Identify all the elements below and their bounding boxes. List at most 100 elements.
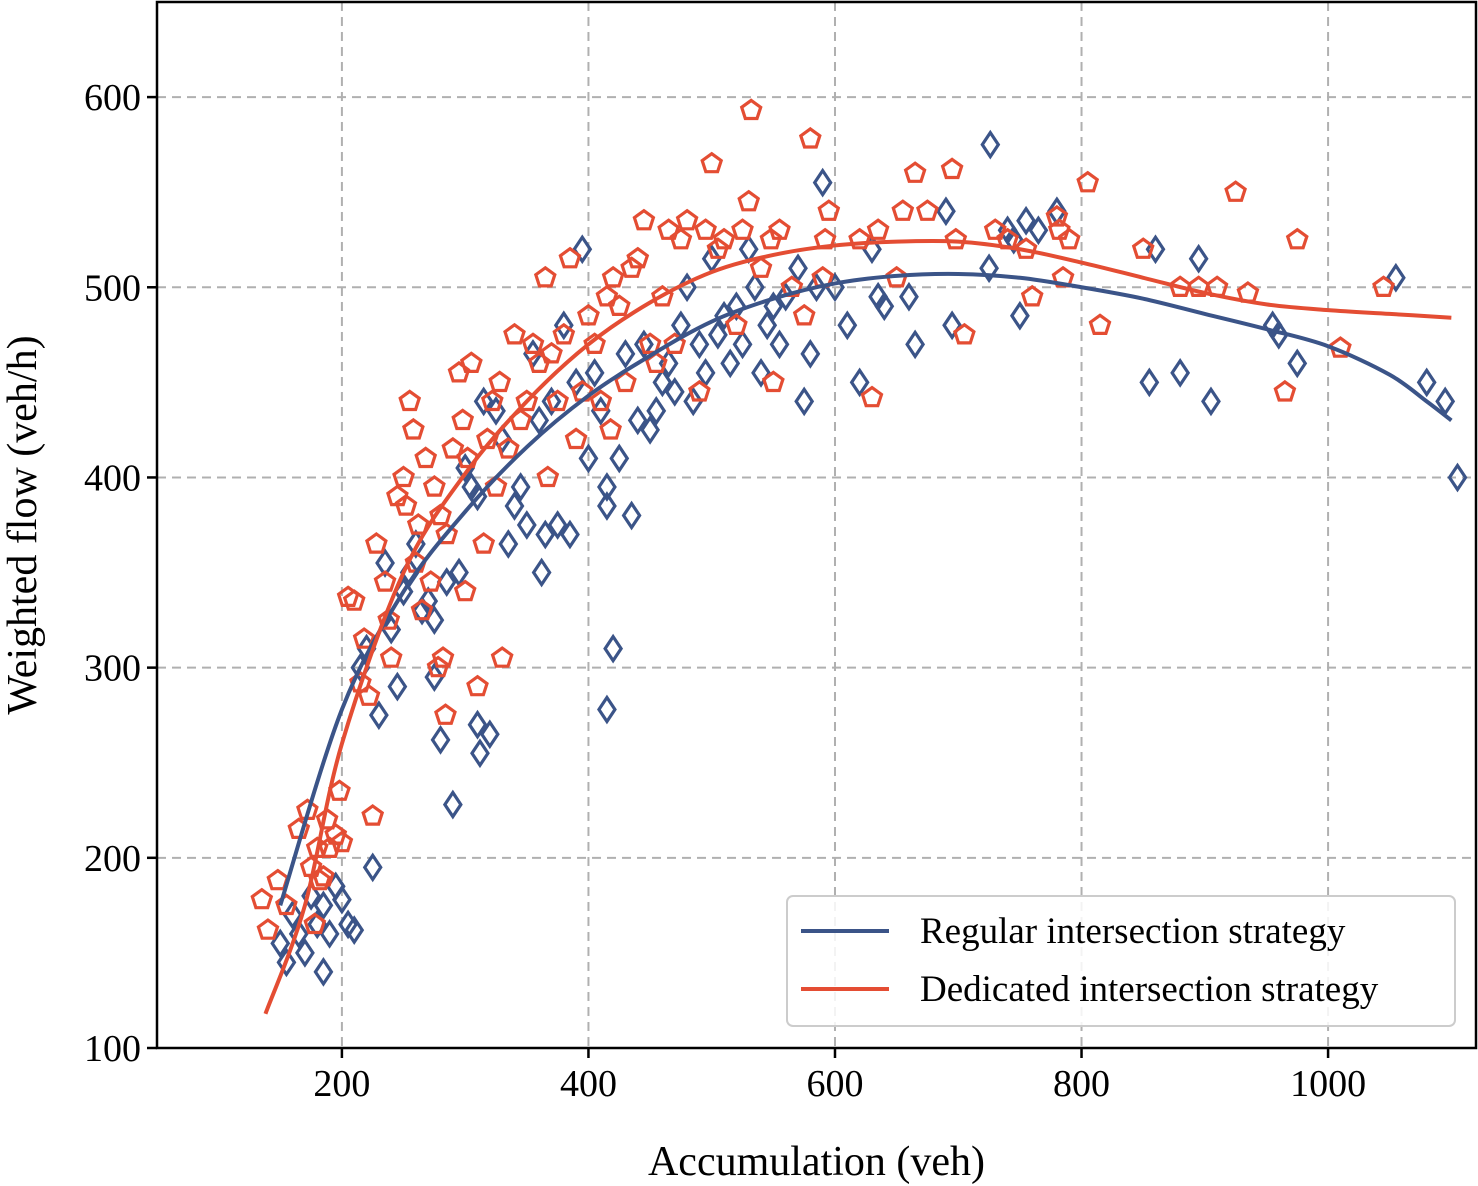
data-point-regular <box>295 938 315 968</box>
data-point-dedicated <box>312 864 335 887</box>
y-axis-label: Weighted flow (veh/h) <box>0 335 46 714</box>
data-point-regular <box>344 915 365 945</box>
data-point-regular <box>597 694 617 725</box>
data-point-dedicated <box>903 161 927 183</box>
data-point-dedicated <box>712 227 736 250</box>
data-point-dedicated <box>435 522 459 545</box>
data-point-dedicated <box>324 823 348 845</box>
legend: Regular intersection strategy Dedicated … <box>786 895 1456 1027</box>
data-point-dedicated <box>700 151 724 174</box>
data-point-dedicated <box>250 887 274 910</box>
legend-label-regular: Regular intersection strategy <box>920 911 1346 952</box>
data-point-dedicated <box>1045 204 1069 227</box>
fit-lines-layer <box>263 238 1453 1015</box>
data-point-regular <box>794 386 815 417</box>
data-point-dedicated <box>441 436 465 459</box>
data-point-dedicated <box>599 417 622 440</box>
data-point-dedicated <box>731 218 754 240</box>
data-point-dedicated <box>577 303 600 326</box>
legend-box <box>786 895 1456 1027</box>
data-point-dedicated <box>373 570 397 592</box>
data-point-regular <box>744 272 765 303</box>
data-point-regular <box>1016 205 1036 236</box>
data-point-regular <box>430 725 451 755</box>
data-point-dedicated <box>422 475 446 497</box>
data-point-dedicated <box>739 98 763 121</box>
data-point-regular <box>732 329 753 360</box>
data-point-dedicated <box>589 389 613 412</box>
data-point-regular <box>1416 367 1437 398</box>
data-point-dedicated <box>737 189 761 212</box>
data-point-dedicated <box>466 674 489 697</box>
data-point-dedicated <box>749 256 773 278</box>
data-point-regular <box>837 310 858 341</box>
data-point-dedicated <box>1273 379 1297 402</box>
data-point-dedicated <box>546 389 569 412</box>
data-point-regular <box>615 338 636 369</box>
data-point-dedicated <box>866 218 890 240</box>
tick-layer: 200 400 600 800 1000 100 200 300 400 500 600 <box>84 77 1366 1105</box>
data-point-regular <box>313 890 334 921</box>
x-tick-label: 400 <box>560 1063 617 1105</box>
data-point-dedicated <box>406 513 430 535</box>
data-point-dedicated <box>1329 336 1352 358</box>
data-point-regular <box>504 491 525 521</box>
y-tick-label: 600 <box>84 77 141 119</box>
data-point-regular <box>664 376 685 407</box>
data-point-regular <box>486 396 506 426</box>
data-point-dedicated <box>725 313 748 335</box>
data-point-dedicated <box>669 227 693 250</box>
data-point-regular <box>609 443 630 474</box>
data-point-regular <box>368 700 389 731</box>
legend-label-dedicated: Dedicated intersection strategy <box>920 969 1379 1010</box>
y-tick-label: 500 <box>84 267 141 309</box>
data-point-dedicated <box>459 351 483 373</box>
data-point-dedicated <box>632 208 656 231</box>
data-point-dedicated <box>768 218 791 240</box>
data-point-regular <box>560 519 580 550</box>
data-point-dedicated <box>402 417 425 440</box>
data-point-dedicated <box>1057 227 1081 250</box>
data-point-dedicated <box>490 646 514 668</box>
data-point-dedicated <box>558 246 582 269</box>
data-point-dedicated <box>688 379 711 402</box>
data-point-dedicated <box>891 199 915 221</box>
data-point-regular <box>1287 348 1308 379</box>
data-point-dedicated <box>1285 227 1309 250</box>
data-point-regular <box>276 947 297 978</box>
data-point-dedicated <box>1088 313 1112 335</box>
data-point-regular <box>1201 386 1221 417</box>
data-point-dedicated <box>533 265 557 288</box>
data-point-regular <box>652 367 673 398</box>
data-point-regular <box>529 405 550 436</box>
data-point-dedicated <box>315 807 339 830</box>
data-point-dedicated <box>792 303 816 326</box>
data-point-regular <box>1188 243 1209 274</box>
data-point-regular <box>1447 462 1468 493</box>
data-point-regular <box>319 919 340 949</box>
data-point-dedicated <box>426 655 450 678</box>
data-point-regular <box>942 310 963 341</box>
data-point-regular <box>899 281 919 312</box>
data-point-regular <box>578 443 599 474</box>
data-point-regular <box>640 415 661 445</box>
y-tick-label: 100 <box>84 1028 141 1070</box>
data-point-dedicated <box>583 332 606 354</box>
data-point-regular <box>362 852 383 883</box>
data-point-dedicated <box>916 199 939 221</box>
data-point-regular <box>1028 215 1049 246</box>
data-point-regular <box>1139 367 1160 398</box>
data-point-dedicated <box>453 579 477 602</box>
data-point-regular <box>806 272 827 303</box>
data-point-regular <box>1009 300 1030 331</box>
data-point-regular <box>331 884 352 915</box>
data-point-regular <box>936 196 956 227</box>
data-point-dedicated <box>595 284 619 307</box>
data-point-dedicated <box>1224 180 1247 202</box>
data-point-regular <box>726 291 747 322</box>
data-point-regular <box>905 329 926 360</box>
data-point-dedicated <box>607 294 631 316</box>
data-point-regular <box>541 386 562 417</box>
data-point-dedicated <box>564 427 588 450</box>
